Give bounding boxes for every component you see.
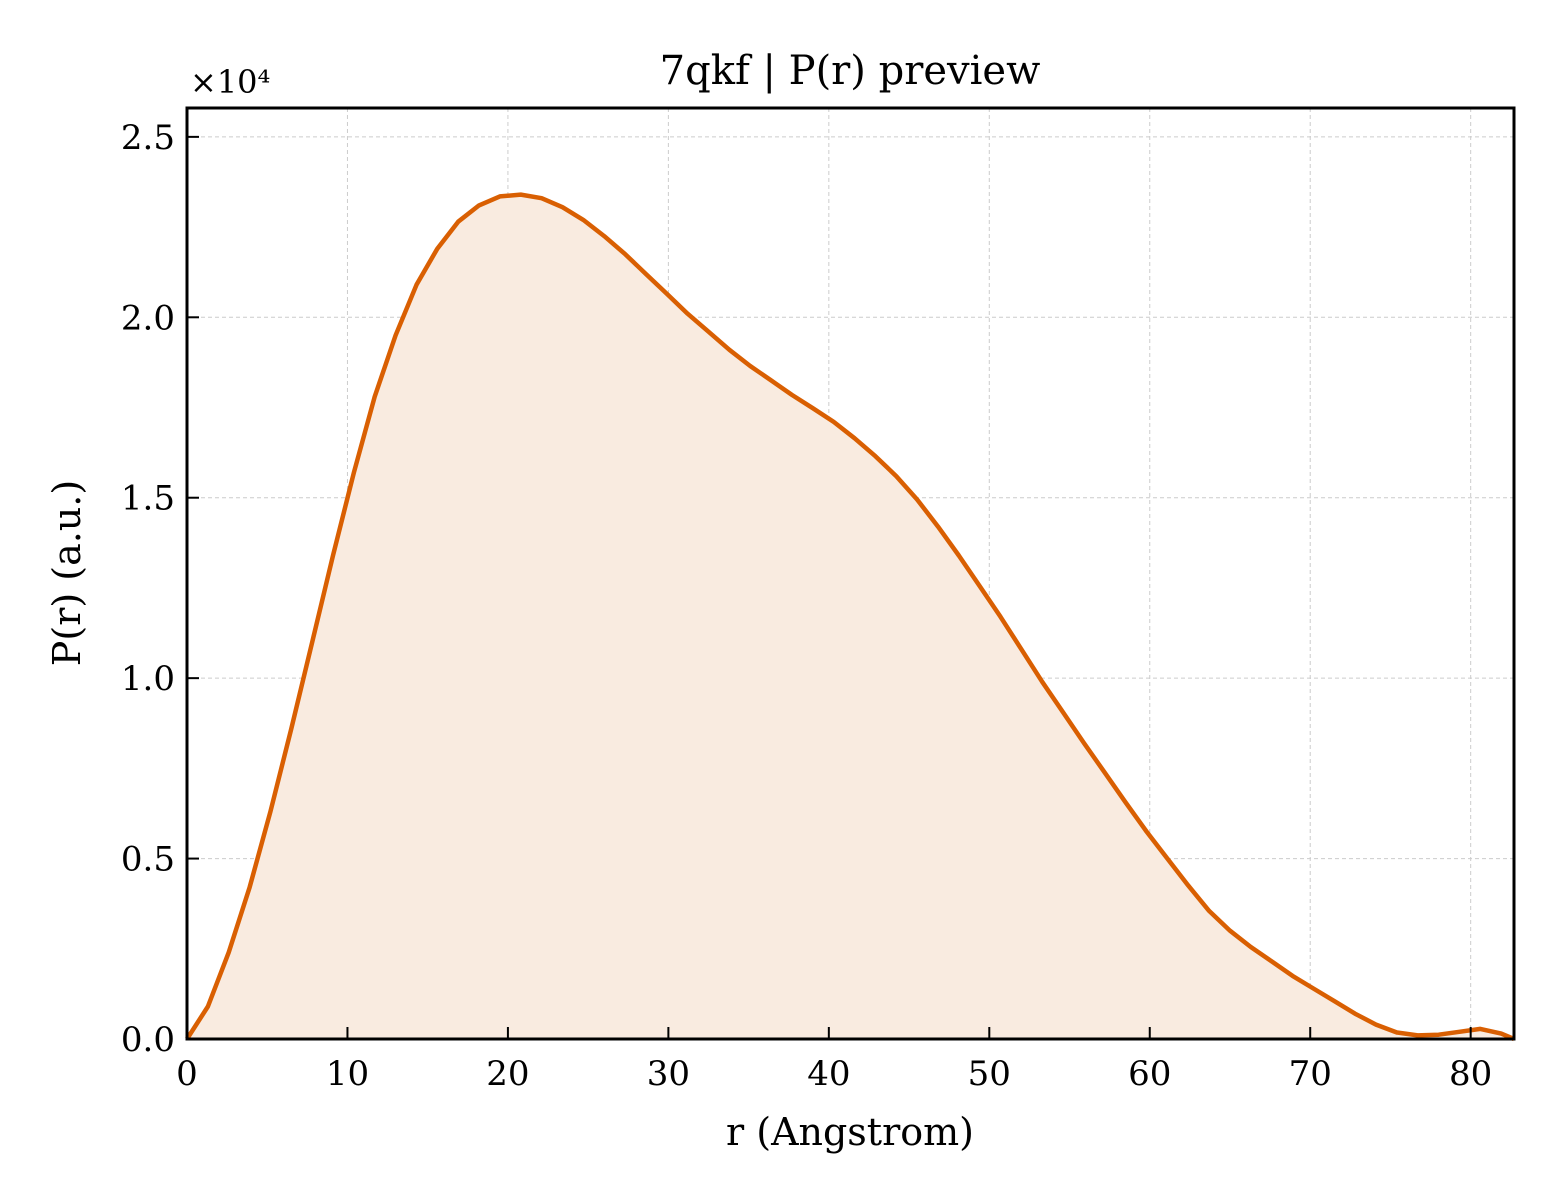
- axis-ticks: 0 10 20 30 40 50 60 70 80 0.0 0.5 1.0 1.5 2.0 2.5: [121, 118, 1492, 1094]
- y-offset-label: ×10⁴: [190, 63, 270, 101]
- x-tick-label: 80: [1449, 1054, 1492, 1094]
- y-axis-label: P(r) (a.u.): [45, 480, 89, 666]
- x-tick-label: 0: [176, 1054, 198, 1094]
- x-tick-label: 70: [1289, 1054, 1332, 1094]
- y-tick-label: 1.0: [121, 659, 175, 699]
- x-axis-label: r (Angstrom): [726, 1110, 974, 1154]
- x-tick-label: 50: [968, 1054, 1011, 1094]
- x-tick-label: 40: [807, 1054, 850, 1094]
- x-tick-label: 30: [647, 1054, 690, 1094]
- y-tick-label: 2.5: [121, 118, 175, 158]
- series-line: [185, 192, 1515, 1042]
- y-tick-label: 0.0: [121, 1020, 175, 1060]
- plot-frame: [185, 106, 1516, 1041]
- y-tick-label: 0.5: [121, 840, 175, 880]
- y-tick-label: 2.0: [121, 298, 175, 338]
- x-tick-label: 20: [486, 1054, 529, 1094]
- x-tick-label: 60: [1128, 1054, 1171, 1094]
- chart-title: 7qkf | P(r) preview: [660, 48, 1041, 94]
- y-tick-label: 1.5: [121, 479, 175, 519]
- area-fill: [187, 194, 1514, 1040]
- x-tick-label: 10: [326, 1054, 369, 1094]
